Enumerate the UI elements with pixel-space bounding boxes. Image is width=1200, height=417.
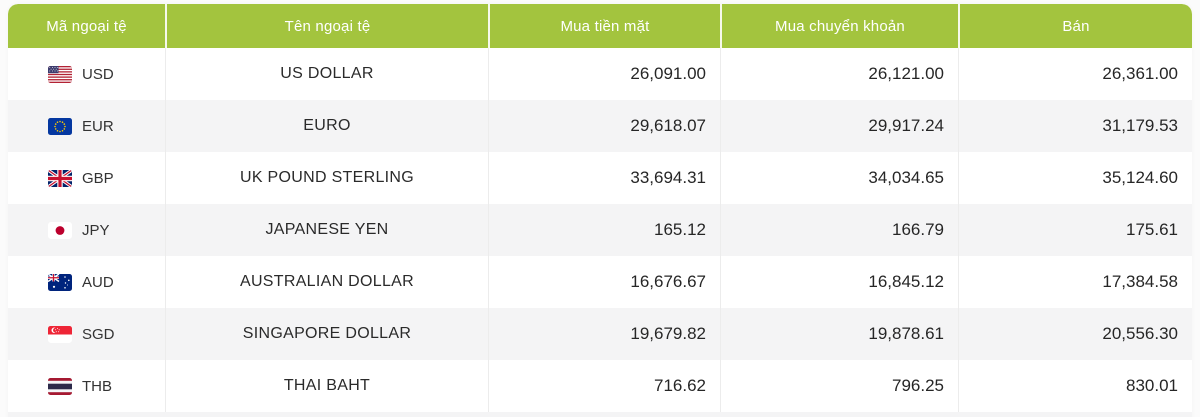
sell-cell: 31,179.53 <box>958 100 1192 152</box>
buy-cash-cell: 16,676.67 <box>488 256 720 308</box>
table-row-usd: USD US DOLLAR 26,091.00 26,121.00 26,361… <box>8 48 1192 100</box>
sell-cell: 35,124.60 <box>958 152 1192 204</box>
buy-cash-cell: 165.12 <box>488 204 720 256</box>
table-header-row: Mã ngoại tệ Tên ngoại tệ Mua tiền mặt Mu… <box>8 4 1192 48</box>
buy-transfer-cell: 29,917.24 <box>720 100 958 152</box>
table-row-sgd: SGD SINGAPORE DOLLAR 19,679.82 19,878.61… <box>8 308 1192 360</box>
table-row-aud: AUD AUSTRALIAN DOLLAR 16,676.67 16,845.1… <box>8 256 1192 308</box>
table-row-jpy: JPY JAPANESE YEN 165.12 166.79 175.61 <box>8 204 1192 256</box>
currency-name-cell: JAPANESE YEN <box>165 204 488 256</box>
currency-code-label: JPY <box>82 221 110 239</box>
column-header-buy-cash: Mua tiền mặt <box>488 4 720 48</box>
flag-au-icon <box>48 273 72 291</box>
currency-code-label: GBP <box>82 169 114 187</box>
currency-code-label: EUR <box>82 117 114 135</box>
table-row-gbp: GBP UK POUND STERLING 33,694.31 34,034.6… <box>8 152 1192 204</box>
sell-cell: 26,361.00 <box>958 48 1192 100</box>
buy-transfer-cell: 34,034.65 <box>720 152 958 204</box>
currency-name-cell: UK POUND STERLING <box>165 152 488 204</box>
buy-transfer-cell: 26,121.00 <box>720 48 958 100</box>
flag-sg-icon <box>48 325 72 343</box>
buy-transfer-cell: 166.79 <box>720 204 958 256</box>
sell-cell: 830.01 <box>958 360 1192 412</box>
exchange-rate-table: Mã ngoại tệ Tên ngoại tệ Mua tiền mặt Mu… <box>8 4 1192 417</box>
buy-cash-cell: 19,679.82 <box>488 308 720 360</box>
currency-name-cell: SINGAPORE DOLLAR <box>165 308 488 360</box>
flag-th-icon <box>48 377 72 395</box>
table-row-eur: EUR EURO 29,618.07 29,917.24 31,179.53 <box>8 100 1192 152</box>
flag-us-icon <box>48 65 72 83</box>
currency-name-cell: US DOLLAR <box>165 48 488 100</box>
next-row-partial <box>8 412 1192 417</box>
column-header-currency-name: Tên ngoại tệ <box>165 4 488 48</box>
column-header-sell: Bán <box>958 4 1192 48</box>
table-row-thb: THB THAI BAHT 716.62 796.25 830.01 <box>8 360 1192 412</box>
buy-transfer-cell: 796.25 <box>720 360 958 412</box>
sell-cell: 20,556.30 <box>958 308 1192 360</box>
currency-code-label: USD <box>82 65 114 83</box>
buy-cash-cell: 716.62 <box>488 360 720 412</box>
flag-gb-icon <box>48 169 72 187</box>
currency-code-label: AUD <box>82 273 114 291</box>
currency-name-cell: AUSTRALIAN DOLLAR <box>165 256 488 308</box>
flag-eu-icon <box>48 117 72 135</box>
buy-transfer-cell: 19,878.61 <box>720 308 958 360</box>
column-header-currency-code: Mã ngoại tệ <box>46 17 127 35</box>
buy-cash-cell: 29,618.07 <box>488 100 720 152</box>
column-header-buy-transfer: Mua chuyển khoản <box>720 4 958 48</box>
buy-cash-cell: 26,091.00 <box>488 48 720 100</box>
currency-name-cell: THAI BAHT <box>165 360 488 412</box>
currency-code-label: SGD <box>82 325 115 343</box>
currency-name-cell: EURO <box>165 100 488 152</box>
sell-cell: 17,384.58 <box>958 256 1192 308</box>
sell-cell: 175.61 <box>958 204 1192 256</box>
currency-code-label: THB <box>82 377 112 395</box>
flag-jp-icon <box>48 221 72 239</box>
table-body: USD US DOLLAR 26,091.00 26,121.00 26,361… <box>8 48 1192 412</box>
buy-transfer-cell: 16,845.12 <box>720 256 958 308</box>
buy-cash-cell: 33,694.31 <box>488 152 720 204</box>
